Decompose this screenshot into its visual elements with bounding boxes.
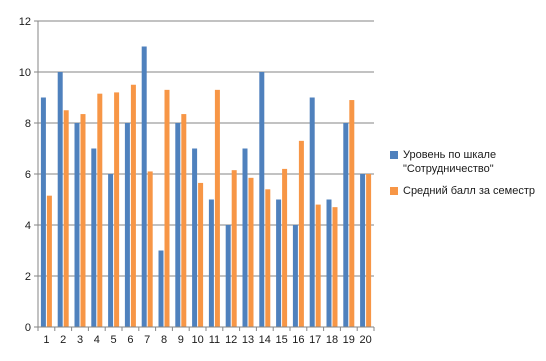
- x-tick-label-16: 16: [292, 334, 304, 346]
- bar-series-2-cat-5: [114, 92, 120, 328]
- bar-series-1-cat-19: [343, 123, 349, 327]
- bars: [40, 46, 372, 328]
- bar-series-1-cat-13: [242, 148, 248, 327]
- bar-series-2-cat-2: [63, 110, 69, 327]
- legend-label-series-2: Средний балл за семестр: [403, 185, 536, 197]
- x-tick-label-4: 4: [94, 334, 100, 346]
- axes: [34, 20, 375, 331]
- y-tick-label-6: 6: [25, 169, 31, 181]
- legend-label-series-1: Уровень по шкале "Сотрудничество": [403, 149, 497, 175]
- bar-series-2-cat-15: [282, 168, 288, 327]
- x-tick-label-1: 1: [43, 334, 49, 346]
- bar-series-2-cat-10: [198, 182, 204, 327]
- x-tick-label-20: 20: [359, 334, 371, 346]
- bar-series-1-cat-9: [175, 123, 181, 327]
- bar-series-1-cat-14: [259, 72, 265, 327]
- bar-series-2-cat-1: [46, 195, 52, 327]
- bar-series-1-cat-18: [326, 199, 332, 327]
- y-tick-label-0: 0: [25, 322, 31, 334]
- legend: Уровень по шкале "Сотрудничество" Средни…: [390, 148, 546, 206]
- x-tick-label-11: 11: [209, 334, 220, 346]
- legend-item-series-2: Средний балл за семестр: [390, 184, 546, 198]
- bar-series-1-cat-6: [124, 123, 130, 327]
- x-tick-label-19: 19: [343, 334, 355, 346]
- x-tick-label-13: 13: [242, 334, 254, 346]
- x-tick-label-9: 9: [178, 334, 184, 346]
- bar-series-2-cat-12: [231, 170, 237, 327]
- legend-swatch-series-2: [390, 187, 398, 195]
- y-tick-label-4: 4: [25, 220, 31, 232]
- x-tick-label-3: 3: [77, 334, 83, 346]
- x-tick-label-10: 10: [191, 334, 203, 346]
- bar-series-1-cat-3: [74, 123, 80, 327]
- bar-series-1-cat-8: [158, 250, 164, 327]
- bar-series-1-cat-7: [141, 46, 147, 327]
- bar-series-2-cat-8: [164, 89, 170, 327]
- bar-series-2-cat-4: [97, 93, 103, 327]
- bar-series-1-cat-20: [360, 174, 366, 327]
- gridlines: [38, 20, 374, 277]
- bar-series-2-cat-17: [315, 204, 321, 327]
- x-tick-label-12: 12: [225, 334, 237, 346]
- bar-series-2-cat-19: [349, 100, 355, 327]
- bar-series-1-cat-17: [309, 97, 315, 327]
- y-tick-label-10: 10: [19, 67, 31, 79]
- bar-series-1-cat-15: [276, 199, 282, 327]
- bar-series-2-cat-7: [147, 171, 153, 327]
- bar-series-2-cat-13: [248, 177, 254, 327]
- bar-series-1-cat-5: [108, 174, 114, 327]
- bar-series-1-cat-2: [57, 72, 63, 327]
- bar-series-1-cat-10: [192, 148, 198, 327]
- bar-series-1-cat-1: [40, 97, 46, 327]
- legend-item-series-1: Уровень по шкале "Сотрудничество": [390, 148, 546, 176]
- bar-series-1-cat-11: [208, 199, 214, 327]
- x-tick-label-15: 15: [275, 334, 287, 346]
- bar-series-2-cat-18: [332, 207, 338, 327]
- bar-series-2-cat-14: [265, 189, 271, 327]
- x-tick-label-17: 17: [309, 334, 321, 346]
- bar-series-2-cat-9: [181, 114, 187, 327]
- x-tick-label-8: 8: [161, 334, 167, 346]
- x-tick-label-2: 2: [60, 334, 66, 346]
- x-tick-label-18: 18: [326, 334, 338, 346]
- x-tick-label-14: 14: [259, 334, 271, 346]
- x-tick-label-5: 5: [111, 334, 117, 346]
- bar-series-2-cat-11: [214, 89, 220, 327]
- bar-series-2-cat-3: [80, 114, 86, 327]
- bar-series-2-cat-6: [130, 84, 136, 327]
- y-tick-label-12: 12: [19, 16, 31, 28]
- bar-series-2-cat-16: [298, 140, 304, 327]
- y-tick-label-8: 8: [25, 118, 31, 130]
- bar-series-2-cat-20: [366, 174, 372, 327]
- bar-series-1-cat-16: [292, 225, 298, 327]
- y-tick-label-2: 2: [25, 271, 31, 283]
- bar-series-1-cat-12: [225, 225, 231, 327]
- x-tick-label-6: 6: [127, 334, 133, 346]
- bar-series-1-cat-4: [91, 148, 97, 327]
- x-tick-label-7: 7: [144, 334, 150, 346]
- legend-swatch-series-1: [390, 151, 398, 159]
